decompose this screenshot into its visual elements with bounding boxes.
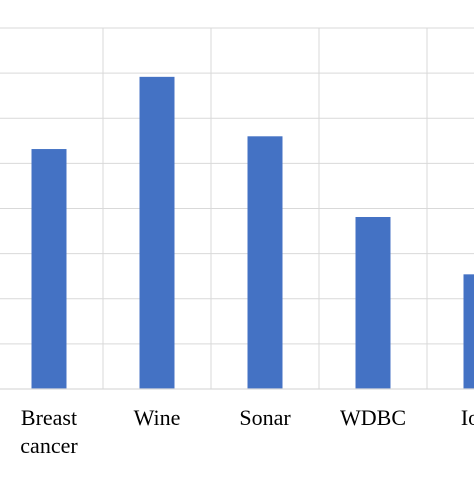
x-tick-label: Wine xyxy=(134,405,181,430)
x-tick-label: WDBC xyxy=(340,405,406,430)
bar-iono xyxy=(464,274,474,389)
x-tick-label: Iono xyxy=(461,405,474,430)
x-tick-label: Sonar xyxy=(239,405,291,430)
horizontal-gridlines xyxy=(0,28,474,344)
bars xyxy=(32,77,474,389)
bar-wine xyxy=(140,77,175,389)
bar-breast-cancer xyxy=(32,149,67,389)
bar-wdbc xyxy=(356,217,391,389)
bar-sonar xyxy=(248,136,283,389)
